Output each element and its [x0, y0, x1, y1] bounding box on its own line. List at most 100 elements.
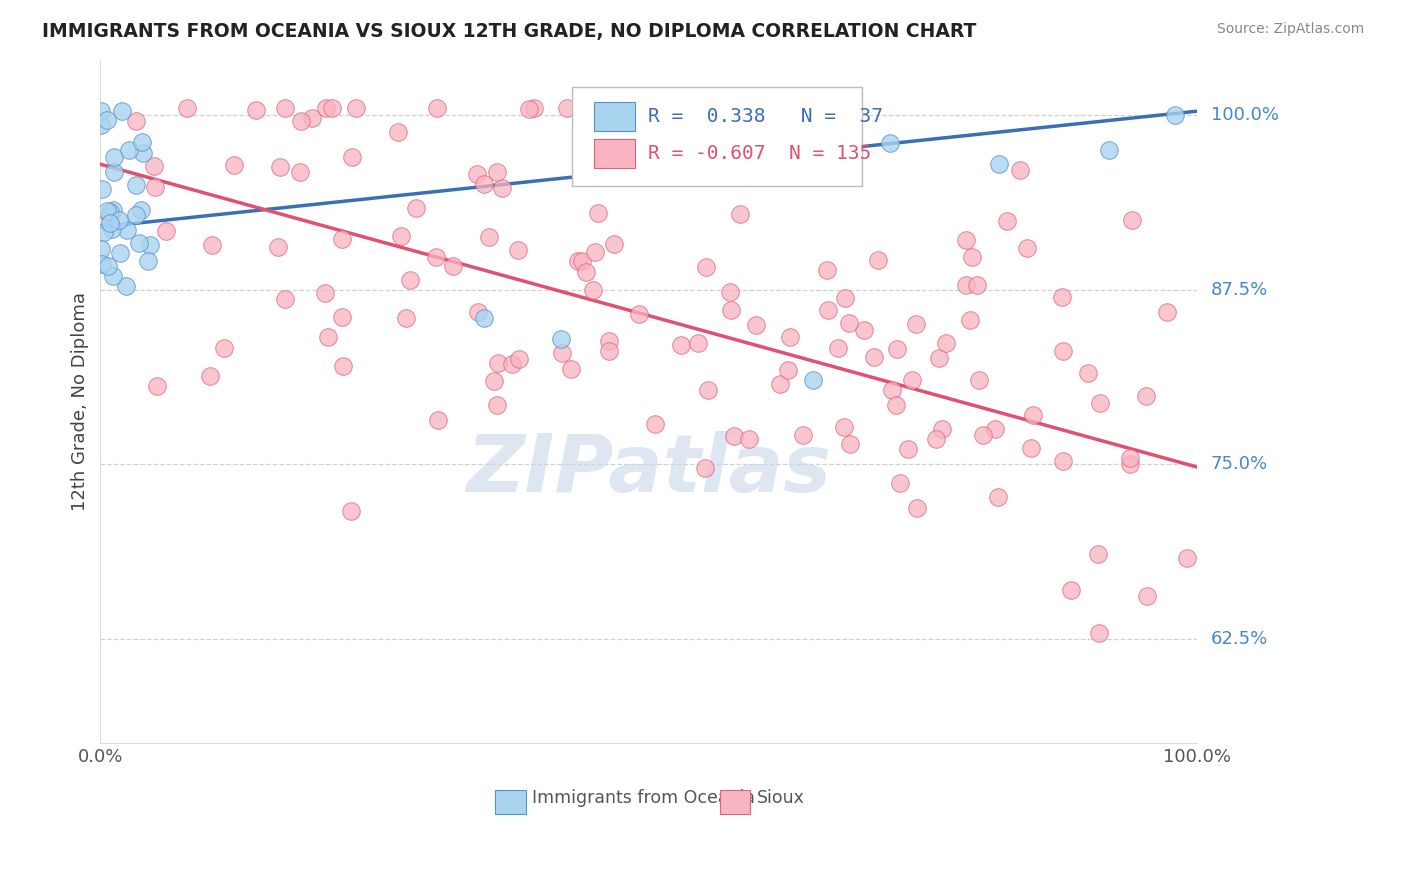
Point	[730, 207, 752, 221]
Point	[132, 145, 155, 160]
Text: R = -0.607  N = 135: R = -0.607 N = 135	[648, 144, 872, 162]
Point	[598, 344, 620, 359]
Point	[98, 205, 121, 219]
FancyBboxPatch shape	[495, 789, 526, 814]
Point	[852, 323, 875, 337]
Point	[478, 229, 501, 244]
Point	[201, 238, 224, 252]
Point	[145, 379, 167, 393]
Point	[245, 103, 267, 117]
Point	[101, 222, 124, 236]
Point	[1119, 450, 1142, 465]
Point	[517, 102, 540, 116]
Point	[827, 341, 849, 355]
Point	[644, 417, 666, 431]
Point	[866, 253, 889, 268]
Point	[125, 114, 148, 128]
Point	[769, 377, 792, 392]
Point	[905, 501, 928, 516]
Point	[648, 124, 671, 138]
Point	[118, 143, 141, 157]
Point	[984, 422, 1007, 436]
Point	[472, 310, 495, 325]
Point	[669, 338, 692, 352]
Point	[482, 375, 505, 389]
Point	[97, 259, 120, 273]
Point	[274, 102, 297, 116]
Point	[128, 235, 150, 250]
Point	[1077, 366, 1099, 380]
Point	[886, 342, 908, 356]
Point	[1019, 441, 1042, 455]
Point	[792, 427, 814, 442]
Point	[143, 159, 166, 173]
Point	[1060, 583, 1083, 598]
Point	[972, 428, 994, 442]
Point	[1088, 395, 1111, 409]
Point	[508, 243, 530, 257]
Point	[1156, 305, 1178, 319]
Point	[316, 330, 339, 344]
Y-axis label: 12th Grade, No Diploma: 12th Grade, No Diploma	[72, 292, 89, 511]
Point	[571, 254, 593, 268]
Point	[882, 383, 904, 397]
Point	[987, 491, 1010, 505]
Point	[959, 313, 981, 327]
Point	[598, 334, 620, 348]
Point	[212, 341, 235, 355]
Point	[523, 102, 546, 116]
Point	[395, 311, 418, 326]
Point	[832, 420, 855, 434]
Point	[720, 303, 742, 318]
Point	[1008, 163, 1031, 178]
Point	[955, 277, 977, 292]
Point	[269, 160, 291, 174]
Point	[110, 104, 132, 119]
Point	[583, 245, 606, 260]
Point	[330, 310, 353, 324]
Point	[486, 165, 509, 179]
Point	[613, 161, 636, 176]
Point	[176, 102, 198, 116]
Point	[1087, 547, 1109, 561]
Text: 62.5%: 62.5%	[1211, 630, 1268, 648]
Point	[901, 373, 924, 387]
Point	[955, 233, 977, 247]
Point	[467, 305, 489, 319]
Point	[96, 112, 118, 127]
Point	[98, 216, 121, 230]
Point	[340, 504, 363, 518]
Point	[817, 302, 839, 317]
Text: R =  0.338   N =  37: R = 0.338 N = 37	[648, 107, 883, 126]
Point	[897, 442, 920, 457]
Point	[155, 224, 177, 238]
Point	[1119, 457, 1142, 471]
Point	[550, 332, 572, 346]
Point	[879, 136, 901, 151]
Point	[582, 283, 605, 297]
FancyBboxPatch shape	[720, 789, 751, 814]
Point	[1052, 290, 1074, 304]
Point	[745, 318, 768, 332]
Point	[485, 398, 508, 412]
Point	[575, 265, 598, 279]
Point	[839, 437, 862, 451]
Point	[966, 278, 988, 293]
Point	[1175, 551, 1198, 566]
Point	[501, 357, 523, 371]
Point	[695, 260, 717, 274]
Point	[801, 374, 824, 388]
Point	[266, 239, 288, 253]
Point	[143, 180, 166, 194]
FancyBboxPatch shape	[593, 139, 636, 168]
Point	[1121, 212, 1143, 227]
FancyBboxPatch shape	[593, 102, 636, 131]
Point	[389, 228, 412, 243]
Point	[425, 250, 447, 264]
Point	[115, 223, 138, 237]
Point	[103, 151, 125, 165]
Point	[465, 167, 488, 181]
Text: Source: ZipAtlas.com: Source: ZipAtlas.com	[1216, 22, 1364, 37]
Point	[1052, 343, 1074, 358]
Point	[108, 246, 131, 260]
